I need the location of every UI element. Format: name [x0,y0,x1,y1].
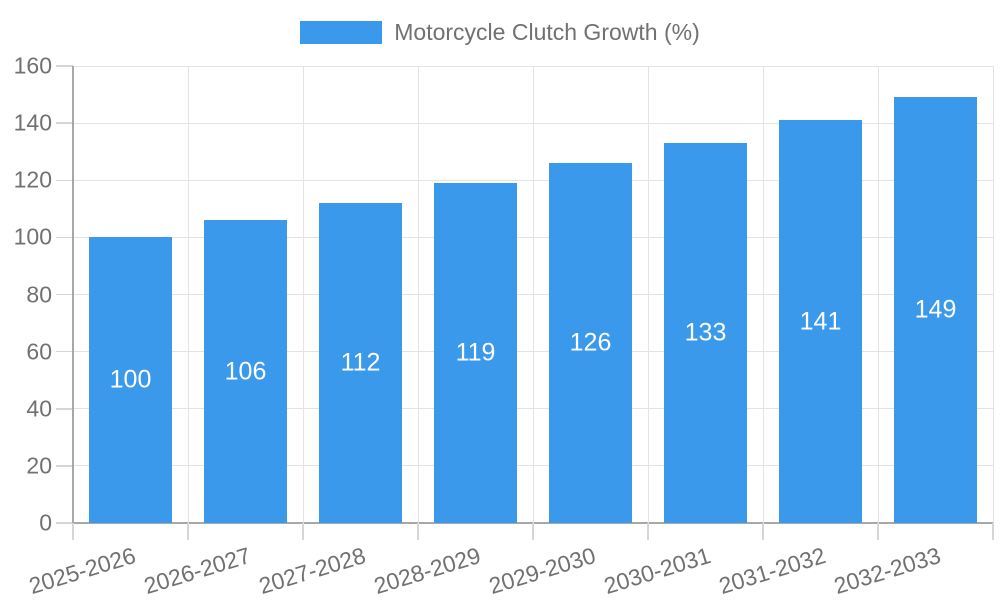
y-axis-tick [56,293,73,296]
y-axis-tick-label: 120 [13,166,52,193]
bar[interactable] [319,203,402,523]
x-axis-tick-label: 2030-2031 [600,542,714,600]
gridline-vertical [532,66,534,523]
legend-swatch-icon [300,20,383,44]
x-axis-tick [647,523,649,540]
y-axis-tick [56,179,73,181]
y-axis-tick [56,465,73,467]
x-axis-tick-label: 2025-2026 [25,542,139,600]
y-axis-tick-label: 100 [13,223,52,250]
x-axis-tick [187,523,189,540]
bar-value-label: 106 [224,357,267,386]
bar-value-label: 133 [684,318,727,347]
gridline-vertical [417,66,419,523]
bar-value-label: 141 [799,307,842,336]
gridline-vertical [302,66,304,523]
y-axis-tick-label: 60 [26,338,52,365]
x-axis-tick [877,523,879,540]
bar-value-label: 126 [569,328,612,357]
y-axis-tick [56,522,73,524]
bar[interactable] [779,120,862,523]
bar[interactable] [204,220,287,523]
x-axis-tick-label: 2031-2032 [715,542,829,600]
y-axis-tick-label: 140 [13,109,52,136]
y-axis-tick-label: 160 [13,52,52,79]
legend-label: Motorcycle Clutch Growth (%) [394,19,700,45]
x-axis-tick [302,523,304,540]
x-axis-tick-label: 2027-2028 [255,542,369,600]
y-axis-tick-label: 20 [26,452,52,479]
x-axis-tick-label: 2032-2033 [830,542,944,600]
y-axis-tick-label: 0 [39,509,52,536]
bar-value-label: 149 [914,295,957,324]
bar[interactable] [434,183,517,523]
x-axis-tick [762,523,764,540]
x-axis-tick-label: 2029-2030 [485,542,599,600]
gridline-vertical [647,66,649,523]
bar[interactable] [894,97,977,523]
gridline-vertical [187,66,189,523]
bar-value-label: 112 [340,348,381,377]
y-axis-tick [56,65,73,67]
y-axis-tick [56,408,73,410]
bar-value-label: 100 [109,365,152,394]
bar[interactable] [89,237,172,523]
x-axis-tick [417,523,419,540]
legend[interactable]: Motorcycle Clutch Growth (%) [0,18,1000,46]
x-axis-tick-label: 2026-2027 [140,542,254,600]
bar[interactable] [549,163,632,523]
gridline-vertical [877,66,879,523]
gridline-vertical [992,66,994,523]
y-axis-tick [56,236,73,239]
y-axis-line [72,66,74,523]
x-axis-tick [532,523,534,540]
y-axis-tick-label: 40 [26,395,52,422]
x-axis-tick [72,523,74,540]
gridline-vertical [762,66,764,523]
y-axis-tick [56,350,73,353]
y-axis-tick-label: 80 [26,281,52,307]
x-axis-tick-label: 2028-2029 [370,542,484,600]
bar[interactable] [664,143,747,523]
x-axis-tick [992,523,994,540]
y-axis-tick [56,122,73,124]
bar-value-label: 119 [455,338,496,367]
